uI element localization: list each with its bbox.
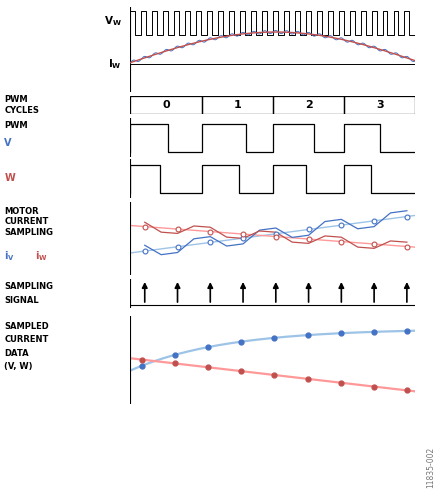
Text: $\mathbf{I_W}$: $\mathbf{I_W}$ — [108, 57, 122, 71]
Text: CURRENT: CURRENT — [4, 218, 49, 227]
Text: $\mathbf{V_W}$: $\mathbf{V_W}$ — [104, 14, 122, 28]
Text: W: W — [4, 173, 15, 183]
Text: V: V — [4, 138, 12, 148]
Text: (V, W): (V, W) — [4, 363, 33, 372]
Text: MOTOR: MOTOR — [4, 207, 39, 216]
Text: PWM
CYCLES: PWM CYCLES — [4, 95, 39, 115]
Text: 11835-002: 11835-002 — [425, 447, 434, 488]
Text: CURRENT: CURRENT — [4, 336, 49, 345]
Bar — [273, 96, 343, 114]
Text: 1: 1 — [233, 100, 241, 110]
Text: 0: 0 — [162, 100, 170, 110]
Text: 2: 2 — [304, 100, 312, 110]
Text: 3: 3 — [375, 100, 383, 110]
Bar — [201, 96, 273, 114]
Text: SAMPLING: SAMPLING — [4, 281, 53, 290]
Text: SIGNAL: SIGNAL — [4, 296, 39, 305]
Text: $\mathbf{i_W}$: $\mathbf{i_W}$ — [35, 249, 47, 263]
Text: SAMPLING: SAMPLING — [4, 228, 53, 237]
Text: $\mathbf{i_V}$: $\mathbf{i_V}$ — [4, 249, 15, 263]
Text: SAMPLED: SAMPLED — [4, 322, 49, 331]
Bar — [130, 96, 201, 114]
Text: DATA: DATA — [4, 349, 29, 358]
Bar — [343, 96, 414, 114]
Text: PWM: PWM — [4, 121, 28, 130]
